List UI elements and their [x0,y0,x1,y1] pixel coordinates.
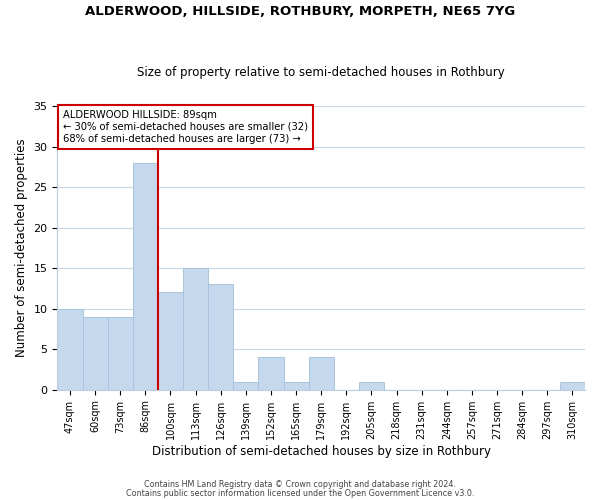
Bar [233,382,259,390]
X-axis label: Distribution of semi-detached houses by size in Rothbury: Distribution of semi-detached houses by … [152,444,491,458]
Text: ALDERWOOD HILLSIDE: 89sqm
← 30% of semi-detached houses are smaller (32)
68% of : ALDERWOOD HILLSIDE: 89sqm ← 30% of semi-… [62,110,308,144]
Bar [308,358,334,390]
Text: Contains HM Land Registry data © Crown copyright and database right 2024.: Contains HM Land Registry data © Crown c… [144,480,456,489]
Bar [359,382,384,390]
Bar [284,382,308,390]
Bar [183,268,208,390]
Bar [107,317,133,390]
Text: ALDERWOOD, HILLSIDE, ROTHBURY, MORPETH, NE65 7YG: ALDERWOOD, HILLSIDE, ROTHBURY, MORPETH, … [85,5,515,18]
Y-axis label: Number of semi-detached properties: Number of semi-detached properties [15,138,28,357]
Bar [560,382,585,390]
Bar [58,308,83,390]
Bar [208,284,233,390]
Bar [158,292,183,390]
Bar [83,317,107,390]
Title: Size of property relative to semi-detached houses in Rothbury: Size of property relative to semi-detach… [137,66,505,78]
Bar [133,163,158,390]
Text: Contains public sector information licensed under the Open Government Licence v3: Contains public sector information licen… [126,488,474,498]
Bar [259,358,284,390]
